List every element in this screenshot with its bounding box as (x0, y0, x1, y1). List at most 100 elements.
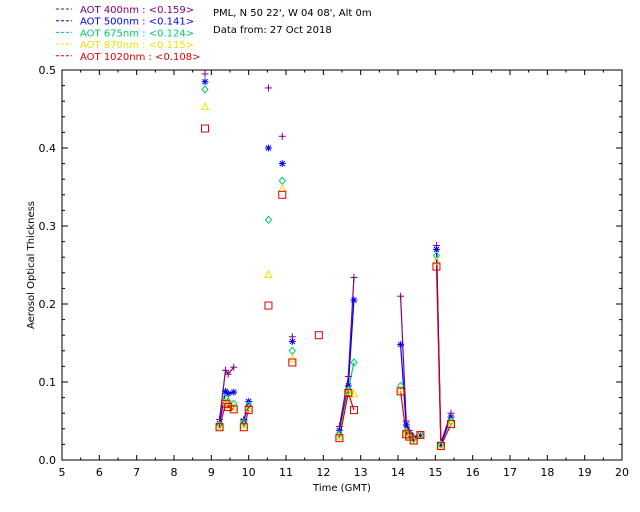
plus-marker (230, 363, 238, 371)
triangle-marker (288, 354, 297, 363)
triangle-marker (401, 428, 411, 437)
x-tick-label: 16 (466, 466, 480, 479)
y-tick-label: 0.4 (39, 142, 57, 155)
x-tick-label: 10 (242, 466, 256, 479)
marker-stroke (403, 422, 410, 428)
square-marker (344, 388, 353, 397)
diamond-marker (245, 401, 253, 410)
y-axis-label: Aerosol Optical Thickness (26, 201, 37, 329)
series-lines (218, 245, 452, 447)
x-tick-label: 12 (316, 466, 330, 479)
x-tick-label: 19 (578, 466, 592, 479)
x-tick-label: 18 (540, 466, 554, 479)
square-marker (224, 402, 233, 411)
triangle-marker (264, 269, 273, 278)
x-tick-label: 15 (428, 466, 442, 479)
square-marker (409, 436, 418, 445)
legend-entry: AOT 675nm : <0.124> (80, 28, 194, 39)
legend-entry: AOT 500nm : <0.141> (80, 17, 194, 28)
triangle-marker (200, 102, 210, 111)
square-marker (215, 423, 224, 432)
star-marker (397, 341, 405, 349)
triangle-marker (404, 431, 414, 440)
square-marker (416, 431, 425, 440)
y-tick-label: 0.5 (39, 64, 57, 77)
triangle-marker (432, 256, 441, 265)
x-tick-label: 20 (615, 466, 629, 479)
star-marker (278, 160, 286, 168)
triangle-marker (446, 418, 456, 427)
legend-entry: AOT 400nm : <0.159> (80, 5, 194, 16)
x-tick-label: 13 (354, 466, 368, 479)
y-tick-label: 0.1 (39, 376, 57, 389)
series-line (218, 366, 235, 420)
triangle-marker (215, 421, 224, 430)
star-marker (264, 144, 272, 152)
square-marker (264, 301, 273, 310)
x-tick-label: 11 (279, 466, 293, 479)
triangle-marker (239, 420, 249, 429)
square-marker (200, 124, 209, 133)
star-marker (288, 337, 296, 345)
square-marker (349, 406, 358, 415)
triangle-marker (335, 432, 344, 441)
diamond-marker (230, 399, 238, 409)
square-marker (432, 262, 441, 271)
square-marker (402, 430, 411, 439)
y-tick-label: 0.3 (39, 220, 57, 233)
marker-stroke (279, 160, 286, 167)
plus-marker (201, 70, 209, 78)
square-marker (436, 441, 445, 450)
square-marker (447, 420, 456, 429)
plot-frame (61, 69, 623, 461)
x-axis-label: Time (GMT) (312, 483, 371, 494)
square-marker (288, 358, 297, 367)
triangle-marker (436, 440, 446, 449)
plus-marker (222, 366, 230, 374)
plus-marker (264, 84, 272, 92)
x-tick-label: 14 (391, 466, 405, 479)
square-marker (244, 406, 253, 415)
series-markers (200, 70, 456, 450)
square-marker (335, 434, 344, 443)
marker-stroke (230, 389, 237, 395)
x-tick-label: 6 (96, 466, 103, 479)
site-info: PML, N 50 22', W 04 08', Alt 0m (213, 8, 372, 19)
x-tick-label: 7 (133, 466, 140, 479)
legend: AOT 400nm : <0.159>AOT 500nm : <0.141>AO… (56, 5, 200, 63)
square-marker (229, 405, 238, 414)
diamond-marker (240, 418, 248, 427)
square-marker (278, 190, 287, 199)
x-tick-label: 5 (59, 466, 66, 479)
x-tick-label: 9 (208, 466, 215, 479)
x-tick-label: 8 (171, 466, 178, 479)
plus-marker (224, 370, 232, 378)
star-marker (201, 78, 209, 86)
legend-entry: AOT 870nm : <0.115> (80, 40, 194, 51)
triangle-marker (221, 396, 230, 405)
y-axis: 0.0 0.1 0.2 0.3 0.4 0.5 (39, 64, 622, 467)
triangle-marker (277, 184, 287, 193)
x-tick-label: 17 (503, 466, 517, 479)
triangle-marker (244, 403, 254, 413)
square-marker (396, 387, 405, 396)
x-axis: 5 6 7 8 9 10 11 12 13 14 15 16 17 18 19 20 (59, 70, 629, 479)
triangle-marker (344, 386, 353, 395)
triangle-marker (223, 400, 233, 409)
plus-marker (278, 132, 286, 140)
diamond-marker (396, 381, 405, 391)
marker-stroke (351, 297, 357, 303)
plus-marker (344, 373, 352, 381)
diamond-marker (264, 215, 273, 225)
diamond-marker (350, 358, 358, 367)
legend-entry: AOT 1020nm : <0.108> (80, 52, 200, 63)
marker-stroke (265, 145, 272, 151)
star-marker (230, 388, 238, 396)
diamond-marker (288, 346, 297, 356)
triangle-marker (396, 385, 405, 394)
square-marker (314, 331, 323, 340)
plus-marker (350, 273, 358, 281)
star-marker (350, 296, 358, 304)
marker-stroke (433, 246, 440, 253)
